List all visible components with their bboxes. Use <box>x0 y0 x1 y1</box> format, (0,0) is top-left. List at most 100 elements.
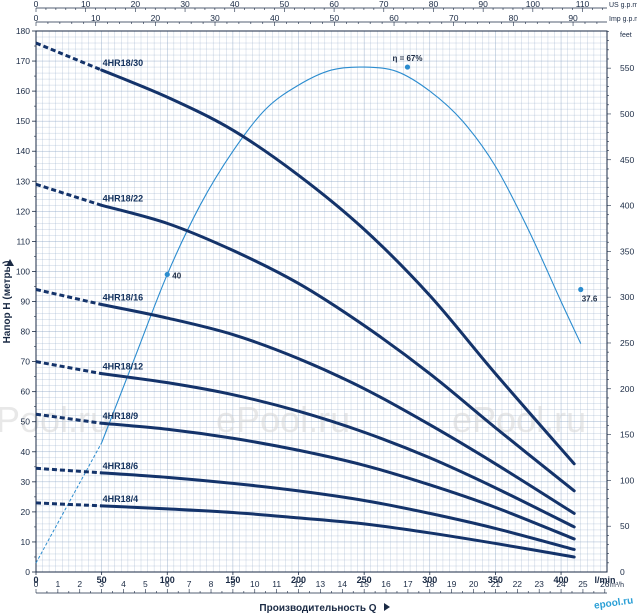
y-tick-label: 170 <box>16 56 30 66</box>
pump-curve-label: 4HR18/9 <box>103 411 139 421</box>
feet-tick-label: 500 <box>620 109 634 119</box>
m3h-tick-label: 23 <box>534 579 544 589</box>
imp-gpm-tick-label: 0 <box>34 13 39 23</box>
pump-curve-label: 4HR18/22 <box>103 193 144 203</box>
pump-curve <box>100 303 576 515</box>
feet-tick-label: 450 <box>620 155 634 165</box>
efficiency-curve-dashed <box>35 442 103 564</box>
efficiency-point <box>404 64 411 70</box>
pump-curve <box>100 203 576 493</box>
x-tick-label: 100 <box>160 575 175 585</box>
us-gpm-tick-label: 70 <box>379 0 389 9</box>
m3h-tick-label: 17 <box>403 579 413 589</box>
y-tick-label: 0 <box>25 567 30 577</box>
grid <box>36 31 607 572</box>
y-tick-label: 60 <box>21 387 31 397</box>
m3h-tick-label: 10 <box>250 579 260 589</box>
m3h-tick-label: 0 <box>34 579 39 589</box>
y-tick-label: 120 <box>16 206 30 216</box>
pump-curve <box>100 68 576 466</box>
y-tick-label: 150 <box>16 116 30 126</box>
x-tick-label: 50 <box>97 575 107 585</box>
m3h-tick-label: 20 <box>469 579 479 589</box>
feet-tick-label: 150 <box>620 430 634 440</box>
feet-axis-unit: feet <box>620 32 632 39</box>
y-tick-label: 70 <box>21 357 31 367</box>
y-tick-label: 110 <box>16 236 30 246</box>
efficiency-label: η = 67% <box>392 54 422 63</box>
m3h-tick-label: 26 <box>600 579 610 589</box>
m3h-tick-label: 15 <box>359 579 369 589</box>
us-gpm-tick-label: 90 <box>478 0 488 9</box>
y-tick-label: 50 <box>21 417 31 427</box>
pump-curve-dashed <box>35 182 103 207</box>
feet-tick-label: 300 <box>620 292 634 302</box>
y-tick-label: 180 <box>16 26 30 36</box>
watermark-text: ePool.ru <box>452 399 586 440</box>
imp-gpm-tick-label: 70 <box>449 13 459 23</box>
efficiency-point <box>164 271 170 278</box>
m3h-axis-unit: m³/h <box>610 582 624 589</box>
m3h-tick-label: 9 <box>231 579 236 589</box>
feet-tick-label: 250 <box>620 338 634 348</box>
y-tick-label: 140 <box>16 146 30 156</box>
m3h-tick-label: 24 <box>556 579 566 589</box>
m3h-tick-label: 14 <box>338 579 348 589</box>
feet-tick-label: 550 <box>620 63 634 73</box>
x-tick-label: 200 <box>291 575 306 585</box>
pump-curve-label: 4HR18/30 <box>103 58 144 68</box>
us-gpm-tick-label: 80 <box>429 0 439 9</box>
y-tick-label: 160 <box>16 86 30 96</box>
efficiency-point <box>578 286 584 293</box>
us-gpm-tick-label: 30 <box>180 0 190 9</box>
watermark-text: Pool.ru <box>0 399 110 440</box>
pump-curve-dashed <box>35 466 102 475</box>
m3h-tick-label: 25 <box>578 579 588 589</box>
m3h-tick-label: 6 <box>165 579 170 589</box>
x-axis-arrow-icon <box>384 603 390 611</box>
y-tick-label: 10 <box>21 537 31 547</box>
pump-curve <box>100 372 576 529</box>
pump-curve-dashed <box>35 501 102 508</box>
m3h-tick-label: 5 <box>143 579 148 589</box>
imp-gpm-tick-label: 80 <box>509 13 519 23</box>
feet-tick-label: 50 <box>620 521 630 531</box>
corner-logo: epool.ru <box>593 595 634 611</box>
us-gpm-tick-label: 60 <box>329 0 339 9</box>
m3h-tick-label: 13 <box>316 579 326 589</box>
efficiency-label: 40 <box>172 271 181 280</box>
pump-curve-dashed <box>35 412 102 425</box>
imp-gpm-tick-label: 90 <box>568 13 578 23</box>
pump-curve <box>100 504 576 559</box>
m3h-tick-label: 19 <box>447 579 457 589</box>
x-tick-label: 250 <box>357 575 372 585</box>
y-tick-label: 80 <box>21 327 31 337</box>
m3h-tick-label: 16 <box>381 579 391 589</box>
pump-curve-dashed <box>35 41 103 72</box>
feet-tick-label: 200 <box>620 384 634 394</box>
m3h-tick-label: 1 <box>56 579 61 589</box>
m3h-tick-label: 18 <box>425 579 435 589</box>
imp-gpm-tick-label: 30 <box>210 13 220 23</box>
us-gpm-tick-label: 10 <box>81 0 91 9</box>
feet-tick-label: 0 <box>620 567 625 577</box>
pump-curve-label: 4HR18/4 <box>103 494 139 504</box>
m3h-tick-label: 7 <box>187 579 192 589</box>
y-axis-arrow-icon <box>6 259 14 266</box>
x-tick-label: 400 <box>554 575 569 585</box>
y-axis-title: Напор H (метры) <box>2 261 13 344</box>
us-gpm-tick-label: 20 <box>131 0 141 9</box>
us-gpm-tick-label: 50 <box>280 0 290 9</box>
pump-curve <box>100 471 576 551</box>
m3h-tick-label: 4 <box>121 579 126 589</box>
pump-curve-label: 4HR18/16 <box>103 293 144 303</box>
x-tick-label: 350 <box>488 575 503 585</box>
y-tick-label: 130 <box>16 176 30 186</box>
imp-gpm-tick-label: 50 <box>330 13 340 23</box>
imp-gpm-tick-label: 20 <box>151 13 161 23</box>
x-tick-label: 150 <box>225 575 240 585</box>
pump-curve-label: 4HR18/12 <box>103 362 144 372</box>
pump-curve-dashed <box>35 288 102 306</box>
